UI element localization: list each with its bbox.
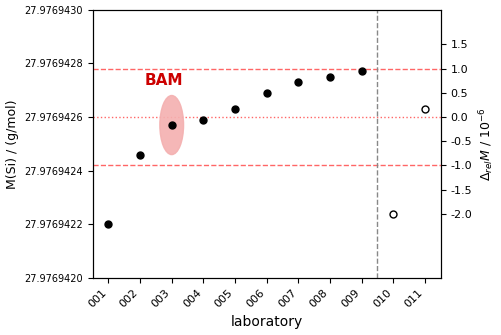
Text: BAM: BAM: [144, 73, 183, 88]
Y-axis label: $\Delta_{rel}M\ /\ 10^{-6}$: $\Delta_{rel}M\ /\ 10^{-6}$: [477, 107, 495, 181]
Ellipse shape: [159, 95, 183, 154]
Y-axis label: M(Si) / (g/mol): M(Si) / (g/mol): [6, 99, 19, 189]
X-axis label: laboratory: laboratory: [230, 316, 302, 329]
